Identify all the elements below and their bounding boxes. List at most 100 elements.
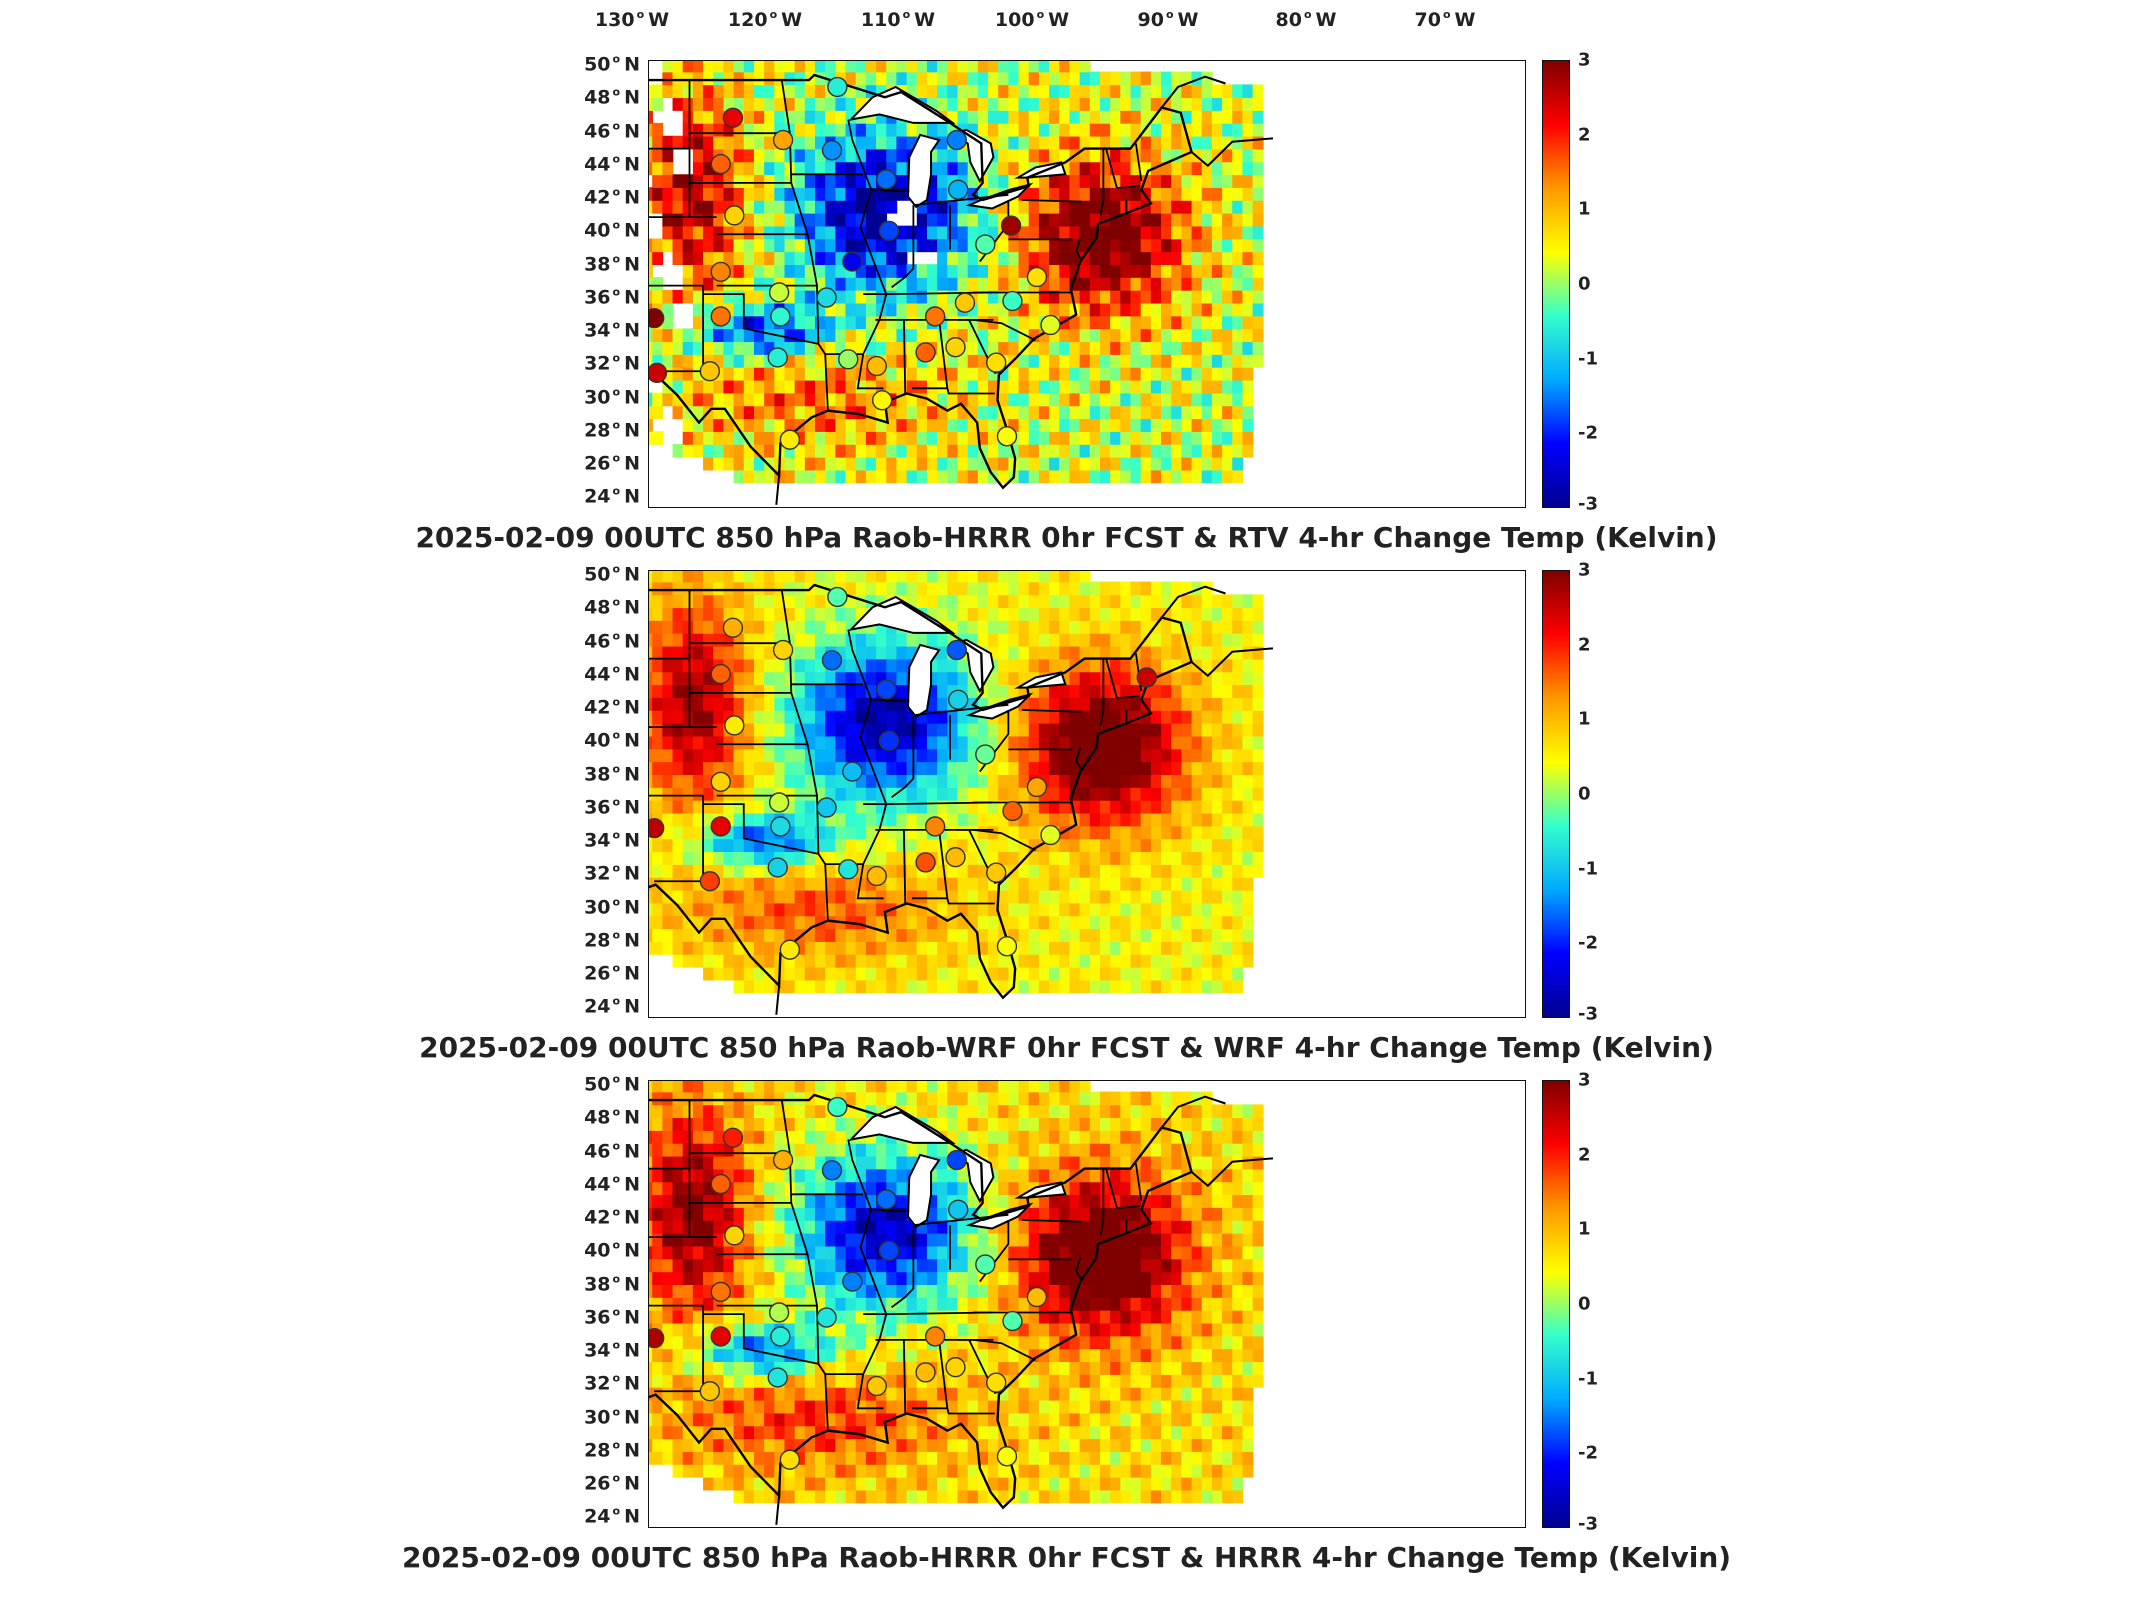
field-cell	[947, 722, 959, 737]
field-cell	[743, 1374, 755, 1388]
field-cell	[723, 238, 735, 253]
field-cell	[896, 161, 908, 176]
field-cell	[1018, 594, 1030, 609]
field-cell	[926, 722, 938, 737]
field-cell	[988, 787, 1000, 801]
field-cell	[1232, 966, 1244, 981]
field-cell	[1099, 456, 1111, 471]
lat-tick-hemisphere: N	[624, 352, 640, 375]
temperature-field	[649, 571, 1264, 994]
field-cell	[733, 966, 745, 981]
field-cell	[1222, 97, 1234, 111]
field-cell	[1038, 581, 1050, 596]
field-cell	[1211, 838, 1223, 853]
coastline	[1190, 647, 1274, 678]
field-cell	[1130, 71, 1142, 86]
field-cell	[662, 902, 674, 917]
field-cell	[1242, 97, 1254, 111]
field-cell	[1120, 354, 1132, 368]
field-cell	[1171, 212, 1183, 227]
lat-tick-value: 50	[584, 53, 611, 76]
field-cell	[835, 418, 847, 432]
field-cell	[652, 1104, 664, 1119]
field-cell	[855, 953, 867, 968]
lat-tick-hemisphere: N	[624, 186, 640, 209]
field-cell	[764, 97, 776, 111]
field-cell	[1059, 405, 1071, 420]
field-cell	[1222, 341, 1234, 355]
field-cell	[682, 251, 694, 265]
field-cell	[1008, 571, 1020, 583]
field-cell	[1120, 289, 1132, 304]
field-cell	[1252, 97, 1264, 111]
field-cell	[703, 431, 715, 445]
field-cell	[1089, 405, 1101, 420]
field-cell	[1089, 161, 1101, 176]
field-cell	[1028, 251, 1040, 265]
field-cell	[1171, 941, 1183, 955]
field-cell	[1120, 328, 1132, 343]
field-cell	[1161, 122, 1173, 137]
field-cell	[1232, 684, 1244, 698]
field-cell	[1171, 97, 1183, 111]
field-cell	[1008, 825, 1020, 840]
field-cell	[926, 61, 938, 73]
field-cell	[1038, 748, 1050, 763]
degree-mark: o	[612, 562, 621, 576]
field-cell	[988, 289, 1000, 304]
field-cell	[743, 1245, 755, 1260]
field-cell	[784, 581, 796, 596]
field-cell	[682, 953, 694, 968]
field-cell	[1110, 658, 1122, 673]
field-cell	[957, 392, 969, 407]
field-cell	[1069, 251, 1081, 265]
field-cell	[845, 684, 857, 698]
field-cell	[947, 84, 959, 99]
field-cell	[743, 1271, 755, 1285]
field-cell	[753, 366, 765, 381]
field-cell	[692, 709, 704, 724]
field-cell	[703, 697, 715, 711]
field-cell	[957, 122, 969, 137]
field-cell	[1171, 825, 1183, 840]
field-cell	[652, 1155, 664, 1170]
raob-station-marker	[772, 639, 794, 661]
field-cell	[1201, 812, 1213, 827]
field-cell	[692, 174, 704, 188]
field-cell	[1018, 632, 1030, 647]
field-cell	[815, 199, 826, 214]
field-cell	[845, 341, 857, 355]
field-cell	[1211, 174, 1223, 188]
field-cell	[1008, 620, 1020, 634]
field-cell	[1232, 620, 1244, 634]
field-cell	[1252, 825, 1264, 840]
field-cell	[1171, 328, 1183, 343]
field-cell	[1191, 787, 1203, 801]
field-cell	[835, 392, 847, 407]
field-cell	[672, 289, 684, 304]
field-cell	[723, 571, 735, 583]
field-cell	[672, 366, 684, 381]
field-cell	[804, 915, 816, 930]
field-cell	[662, 61, 674, 73]
field-cell	[652, 1284, 664, 1298]
field-cell	[1140, 787, 1152, 801]
field-cell	[794, 71, 806, 86]
field-cell	[865, 645, 877, 660]
field-cell	[977, 787, 989, 801]
field-cell	[1099, 366, 1111, 381]
field-cell	[692, 1207, 704, 1221]
field-cell	[926, 392, 938, 407]
field-cell	[713, 1297, 725, 1311]
field-cell	[1130, 187, 1142, 201]
field-cell	[713, 902, 725, 917]
field-cell	[774, 1232, 786, 1247]
field-cell	[957, 571, 969, 583]
field-cell	[753, 61, 765, 73]
field-cell	[1232, 722, 1244, 737]
field-cell	[1089, 418, 1101, 432]
field-cell	[1161, 431, 1173, 445]
field-cell	[1222, 671, 1234, 686]
field-cell	[1018, 709, 1030, 724]
field-cell	[794, 110, 806, 124]
